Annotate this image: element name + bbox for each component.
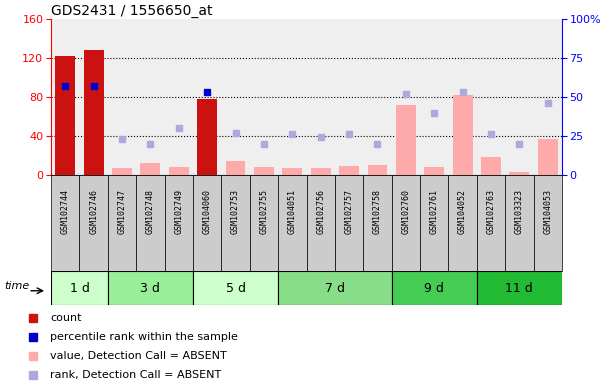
Bar xyxy=(477,175,505,271)
Text: GSM102760: GSM102760 xyxy=(401,189,410,234)
Bar xyxy=(278,175,307,271)
Bar xyxy=(193,271,278,305)
Bar xyxy=(51,271,108,305)
Text: GSM102748: GSM102748 xyxy=(146,189,155,234)
Text: percentile rank within the sample: percentile rank within the sample xyxy=(50,332,238,342)
Bar xyxy=(392,271,477,305)
Text: rank, Detection Call = ABSENT: rank, Detection Call = ABSENT xyxy=(50,370,221,380)
Text: GSM104052: GSM104052 xyxy=(458,189,467,234)
Bar xyxy=(193,175,221,271)
Bar xyxy=(84,50,103,175)
Text: GSM102749: GSM102749 xyxy=(174,189,183,234)
Bar xyxy=(136,175,165,271)
Text: time: time xyxy=(4,281,29,291)
Text: GSM103323: GSM103323 xyxy=(515,189,524,234)
Text: count: count xyxy=(50,313,82,323)
Text: 11 d: 11 d xyxy=(505,281,533,295)
Text: GSM102747: GSM102747 xyxy=(118,189,127,234)
Text: GSM102755: GSM102755 xyxy=(260,189,269,234)
Bar xyxy=(481,157,501,175)
Bar xyxy=(420,175,448,271)
Bar xyxy=(278,271,392,305)
Text: 1 d: 1 d xyxy=(70,281,90,295)
Bar xyxy=(396,105,416,175)
Text: GSM104051: GSM104051 xyxy=(288,189,297,234)
Bar xyxy=(538,139,558,175)
Bar xyxy=(112,168,132,175)
Bar xyxy=(477,271,562,305)
Bar xyxy=(282,168,302,175)
Text: GSM102753: GSM102753 xyxy=(231,189,240,234)
Text: 9 d: 9 d xyxy=(424,281,444,295)
Bar xyxy=(197,99,217,175)
Text: GSM102761: GSM102761 xyxy=(430,189,439,234)
Bar xyxy=(108,271,193,305)
Bar xyxy=(453,95,472,175)
Text: GSM102756: GSM102756 xyxy=(316,189,325,234)
Text: GSM104060: GSM104060 xyxy=(203,189,212,234)
Bar xyxy=(368,165,388,175)
Text: GDS2431 / 1556650_at: GDS2431 / 1556650_at xyxy=(51,4,213,18)
Bar xyxy=(424,167,444,175)
Text: 5 d: 5 d xyxy=(225,281,246,295)
Text: GSM102744: GSM102744 xyxy=(61,189,70,234)
Bar xyxy=(534,175,562,271)
Text: GSM102757: GSM102757 xyxy=(344,189,353,234)
Bar xyxy=(448,175,477,271)
Bar xyxy=(169,167,189,175)
Bar xyxy=(79,175,108,271)
Text: GSM102763: GSM102763 xyxy=(486,189,495,234)
Bar xyxy=(221,175,250,271)
Bar xyxy=(225,161,245,175)
Text: GSM102746: GSM102746 xyxy=(89,189,98,234)
Bar xyxy=(363,175,392,271)
Bar xyxy=(254,167,274,175)
Bar xyxy=(108,175,136,271)
Bar xyxy=(392,175,420,271)
Bar xyxy=(335,175,363,271)
Bar xyxy=(55,56,75,175)
Bar xyxy=(307,175,335,271)
Bar xyxy=(311,168,331,175)
Bar xyxy=(505,175,534,271)
Bar xyxy=(250,175,278,271)
Bar xyxy=(510,172,529,175)
Text: value, Detection Call = ABSENT: value, Detection Call = ABSENT xyxy=(50,351,227,361)
Text: 3 d: 3 d xyxy=(141,281,160,295)
Bar xyxy=(165,175,193,271)
Bar xyxy=(339,166,359,175)
Bar xyxy=(141,163,160,175)
Text: GSM102758: GSM102758 xyxy=(373,189,382,234)
Bar xyxy=(51,175,79,271)
Text: GSM104053: GSM104053 xyxy=(543,189,552,234)
Text: 7 d: 7 d xyxy=(325,281,345,295)
